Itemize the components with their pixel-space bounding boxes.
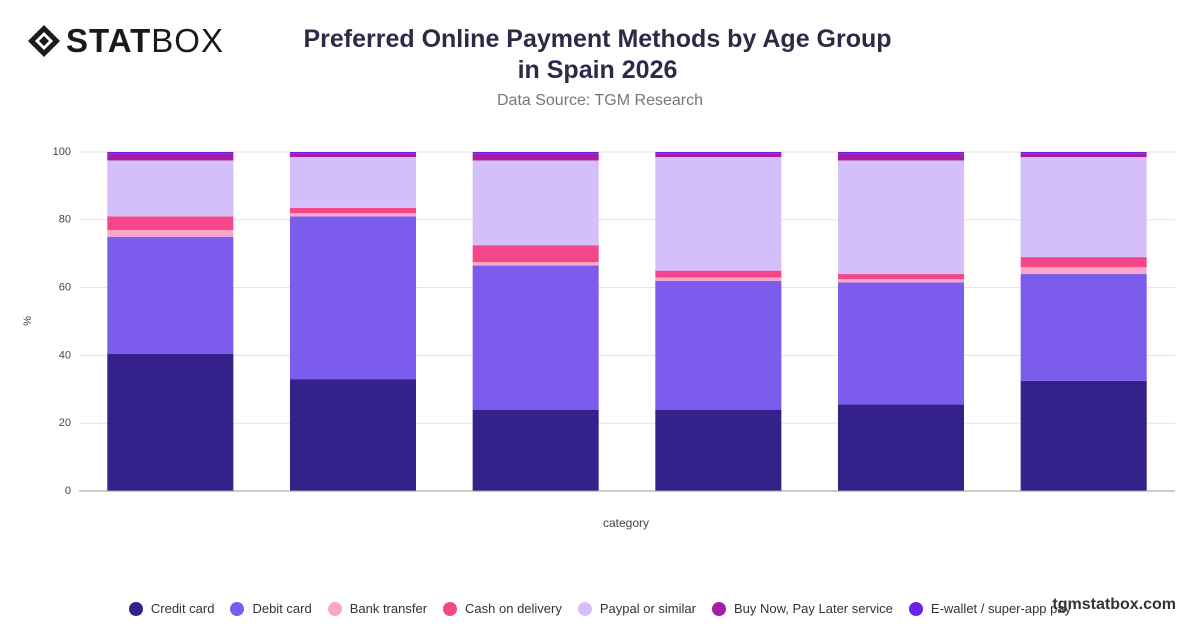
bar-segment [472,409,599,491]
bar-segment [655,409,782,491]
chart-subtitle: Data Source: TGM Research [496,92,703,109]
legend-label: Debit card [252,601,312,616]
bar-segment [289,216,417,380]
legend-label: Bank transfer [349,601,428,616]
bar-segment [472,152,599,154]
bar-segment [107,152,234,154]
bar-segment [837,282,965,405]
bar-segment [1020,274,1147,381]
y-axis-label: % [22,316,34,326]
bar-segment [1020,153,1147,158]
bar-segment [655,270,782,278]
bar-segment [289,152,417,154]
bar-segment [107,353,234,491]
bar-segment [289,213,417,217]
logo-bold: STAT [66,22,152,59]
bar-segment [472,153,599,161]
y-tick-label: 20 [59,417,71,429]
bar-segment [1020,152,1147,154]
bar-segment [837,279,965,283]
bar-segment [472,160,599,246]
bar-segment [655,277,782,281]
x-axis-label: category [603,516,649,530]
legend-label: E-wallet / super-app pay [930,601,1072,616]
bar-segment [289,153,417,158]
bar-segment [1020,157,1147,258]
legend-item[interactable]: Bank transfer [327,601,428,616]
legend-item[interactable]: Debit card [230,601,312,616]
bar-segment [1020,380,1147,491]
y-tick-label: 40 [59,349,71,361]
bar-segment [107,153,234,161]
legend-item[interactable]: Credit card [128,601,215,616]
legend-label: Cash on delivery [465,601,562,616]
legend-label: Buy Now, Pay Later service [733,601,893,616]
bar-segment [1020,267,1147,275]
legend-item[interactable]: Cash on delivery [443,601,562,616]
bar-segment [472,262,599,266]
bar-segment [289,157,417,208]
bar-segment [655,153,782,158]
bar-segment [107,236,234,354]
legend-swatch [711,601,726,616]
legend-swatch [443,601,458,616]
bar-segment [655,157,782,271]
legend-label: Paypal or similar [599,601,696,616]
legend-swatch [128,601,143,616]
y-tick-label: 100 [53,146,71,158]
y-tick-label: 80 [59,214,71,226]
legend-item[interactable]: Buy Now, Pay Later service [711,601,893,616]
legend-swatch [577,601,592,616]
legend-swatch [327,601,342,616]
legend-label: Credit card [150,601,215,616]
chart-title: Preferred Online Payment Methods by Age … [303,25,892,84]
bar-segment [837,152,965,154]
bar-segment [289,207,417,214]
watermark: tgmstatbox.com [1052,596,1176,613]
bar-segment [655,152,782,154]
bar-segment [1020,257,1147,268]
bar-segment [837,274,965,280]
bar-segment [107,229,234,237]
bar-segment [289,379,417,491]
legend-swatch [908,601,923,616]
bar-segment [107,216,234,230]
bar-segment [837,153,965,161]
legend: Credit card Debit card Bank transfer Cash o… [0,601,1200,616]
legend-swatch [230,601,245,616]
bar-segment [107,160,234,217]
y-tick-label: 0 [65,485,71,497]
logo-light: BOX [151,22,224,59]
bar-segment [655,280,782,410]
legend-item[interactable]: Paypal or similar [577,601,696,616]
bar-segment [837,160,965,275]
logo-icon [28,25,60,57]
legend-item[interactable]: E-wallet / super-app pay [908,601,1072,616]
bar-segment [472,245,599,263]
logo: STAT BOX [26,22,224,60]
y-tick-label: 60 [59,282,71,294]
bar-segment [472,265,599,410]
bar-segment [837,404,965,491]
